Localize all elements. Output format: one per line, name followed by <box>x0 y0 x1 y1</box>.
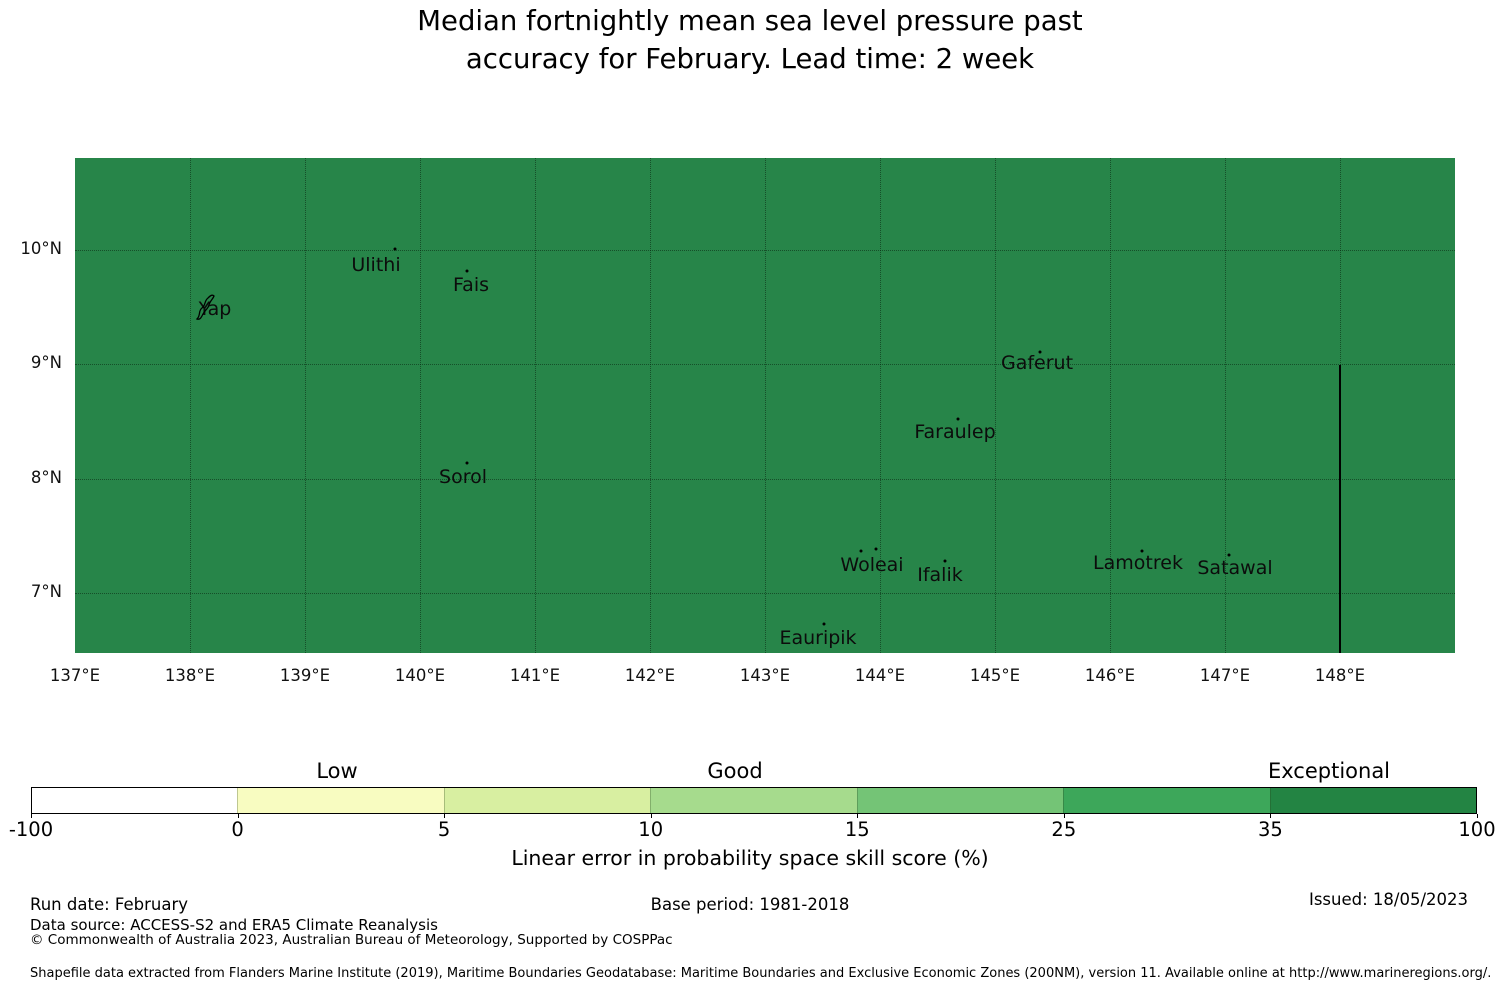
colorbar-tick-label: 0 <box>231 818 244 841</box>
colorbar-segment <box>1269 788 1476 813</box>
grid-line-vertical <box>880 158 881 653</box>
x-axis-tick-label: 144°E <box>854 666 906 685</box>
island-label: Fais <box>452 274 490 296</box>
figure-title-line1: Median fortnightly mean sea level pressu… <box>417 5 1083 37</box>
base-period-text: Base period: 1981-2018 <box>650 895 850 914</box>
y-axis-tick-label: 9°N <box>30 353 62 372</box>
colorbar-tick-label: 5 <box>437 818 451 841</box>
map-region <box>75 158 1455 653</box>
colorbar-tick <box>1477 814 1478 818</box>
y-axis-tick-label: 10°N <box>20 239 62 258</box>
grid-line-vertical <box>1110 158 1111 653</box>
x-axis-tick-label: 140°E <box>394 666 446 685</box>
grid-line-vertical <box>420 158 421 653</box>
island-dot <box>1227 553 1231 557</box>
colorbar-tick <box>857 814 859 818</box>
grid-line-horizontal <box>75 364 1455 365</box>
island-dot <box>465 269 469 273</box>
island-dot <box>1038 350 1042 354</box>
island-label: Ulithi <box>351 254 401 276</box>
colorbar-tick-label: 35 <box>1258 818 1283 841</box>
island-dot <box>465 461 469 465</box>
x-axis-tick-label: 143°E <box>739 666 791 685</box>
island-label: Yap <box>198 298 232 320</box>
x-axis-tick-label: 148°E <box>1314 666 1366 685</box>
island-label: Satawal <box>1197 557 1273 579</box>
island-label: Faraulep <box>914 421 996 443</box>
grid-line-horizontal <box>75 593 1455 594</box>
island-dot <box>393 247 397 251</box>
colorbar-tick <box>650 814 652 818</box>
island-label: Gaferut <box>1000 352 1074 374</box>
y-axis-tick-label: 8°N <box>30 468 62 487</box>
x-axis-tick-label: 147°E <box>1199 666 1251 685</box>
colorbar-segment <box>650 788 857 813</box>
island-dot <box>859 549 863 553</box>
colorbar-tick <box>1063 814 1065 818</box>
x-axis-tick-label: 146°E <box>1084 666 1136 685</box>
island-label: Lamotrek <box>1093 552 1183 574</box>
colorbar-category-label: Low <box>316 759 358 783</box>
x-axis-tick-label: 141°E <box>509 666 561 685</box>
eez-boundary-line <box>1339 365 1341 653</box>
colorbar-segment <box>32 788 238 813</box>
grid-line-vertical <box>765 158 766 653</box>
colorbar <box>31 787 1477 814</box>
colorbar-tick-label: 15 <box>844 818 870 841</box>
copyright-text: © Commonwealth of Australia 2023, Austra… <box>30 932 673 948</box>
island-label: Sorol <box>439 466 487 488</box>
colorbar-tick <box>31 814 32 818</box>
island-dot <box>1140 549 1144 553</box>
x-axis-tick-label: 138°E <box>164 666 216 685</box>
run-date-text: Run date: February <box>30 895 189 914</box>
colorbar-segment <box>237 788 444 813</box>
figure-title: Median fortnightly mean sea level pressu… <box>0 2 1500 78</box>
island-dot <box>874 547 878 551</box>
colorbar-tick-label: 100 <box>1458 818 1496 841</box>
colorbar-segment <box>1063 788 1270 813</box>
grid-line-vertical <box>650 158 651 653</box>
colorbar-tick <box>1270 814 1272 818</box>
x-axis-tick-label: 142°E <box>624 666 676 685</box>
colorbar-tick-label: 10 <box>638 818 664 841</box>
figure-title-line2: accuracy for February. Lead time: 2 week <box>465 43 1035 75</box>
colorbar-segment <box>443 788 651 813</box>
x-axis-tick-label: 145°E <box>969 666 1021 685</box>
island-label: Eauripik <box>779 627 857 649</box>
x-axis-tick-label: 139°E <box>279 666 331 685</box>
data-source-text: Data source: ACCESS-S2 and ERA5 Climate … <box>30 916 438 934</box>
yap-island-icon <box>193 292 219 326</box>
colorbar-axis-label: Linear error in probability space skill … <box>511 846 989 870</box>
island-label: Ifalik <box>917 564 963 586</box>
colorbar-category-label: Exceptional <box>1267 759 1391 783</box>
shapefile-attribution-text: Shapefile data extracted from Flanders M… <box>30 966 1492 981</box>
colorbar-tick <box>444 814 446 818</box>
island-label: Woleai <box>840 554 904 576</box>
island-dot <box>822 622 826 626</box>
grid-line-vertical <box>1225 158 1226 653</box>
grid-line-horizontal <box>75 250 1455 251</box>
grid-line-horizontal <box>75 479 1455 480</box>
colorbar-tick <box>237 814 239 818</box>
colorbar-segment <box>856 788 1064 813</box>
grid-line-vertical <box>535 158 536 653</box>
colorbar-tick-label: -100 <box>8 818 54 841</box>
colorbar-category-label: Good <box>707 759 763 783</box>
x-axis-tick-label: 137°E <box>49 666 101 685</box>
island-dot <box>956 417 960 421</box>
grid-line-vertical <box>190 158 191 653</box>
colorbar-tick-label: 25 <box>1051 818 1077 841</box>
island-dot <box>943 559 947 563</box>
issued-date-text: Issued: 18/05/2023 <box>1308 890 1468 909</box>
grid-line-vertical <box>995 158 996 653</box>
grid-line-vertical <box>305 158 306 653</box>
y-axis-tick-label: 7°N <box>30 582 62 601</box>
